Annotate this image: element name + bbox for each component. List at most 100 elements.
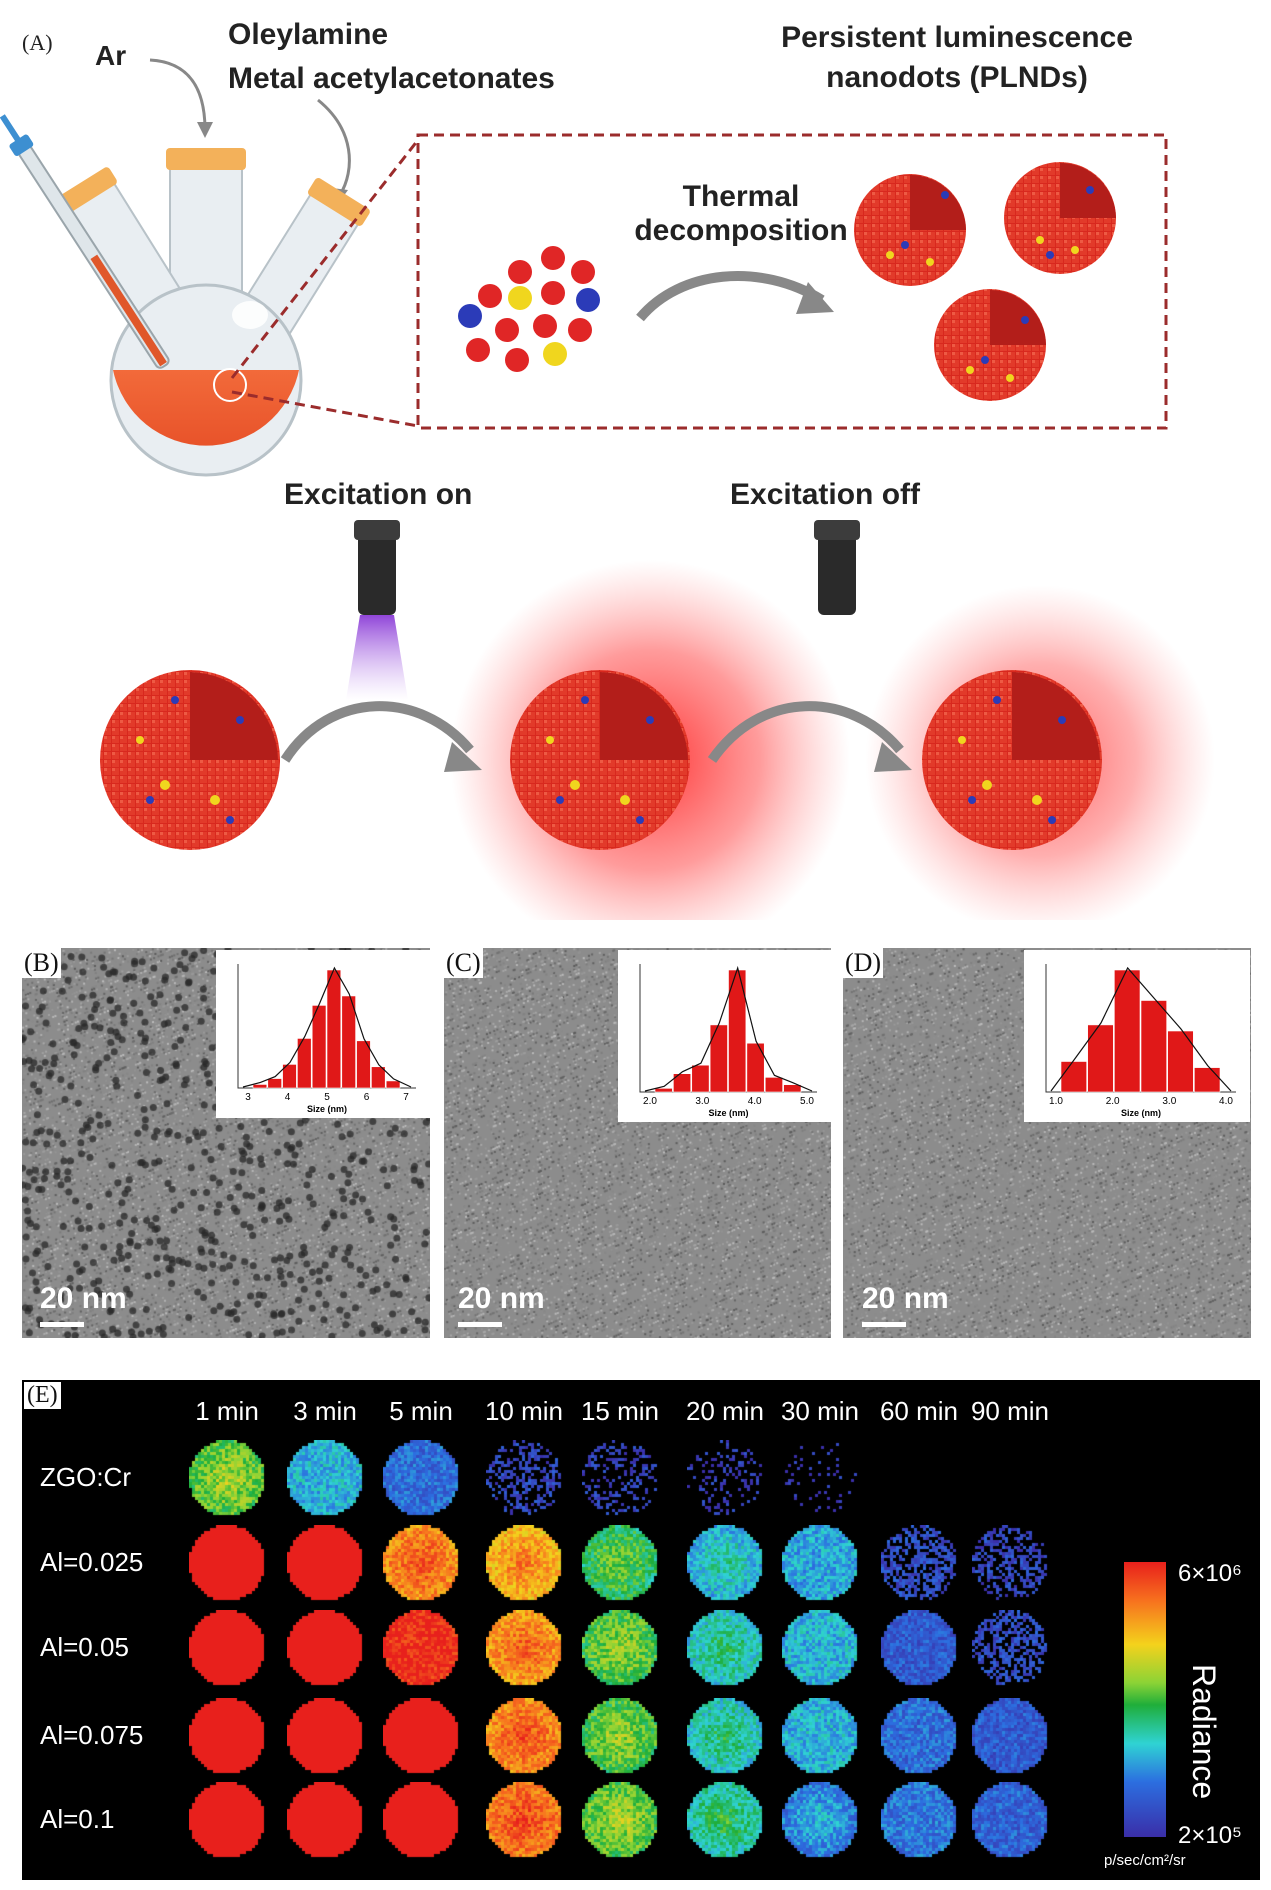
arrow-decay xyxy=(707,701,904,763)
zoom-box xyxy=(416,133,1168,430)
histogram-bar xyxy=(385,1080,401,1089)
radiance-well xyxy=(881,1698,957,1774)
radiance-well xyxy=(287,1525,363,1601)
radiance-well xyxy=(582,1610,658,1686)
histogram-bar xyxy=(1114,969,1141,1093)
radiance-well xyxy=(972,1525,1048,1601)
radiance-well xyxy=(972,1698,1048,1774)
radiance-well xyxy=(383,1525,459,1601)
histogram-bar xyxy=(1167,1030,1194,1093)
arrow-excite xyxy=(280,701,474,763)
time-label: 30 min xyxy=(780,1396,860,1426)
radiance-well xyxy=(881,1525,957,1601)
uv-lamp-off-icon xyxy=(814,520,860,615)
size-histogram-c: 2.0 3.0 4.0 5.0 Size (nm) xyxy=(618,950,831,1122)
time-label: 3 min xyxy=(293,1396,357,1426)
metal-acac-label: Metal acetylacetonates xyxy=(228,62,555,95)
sample-row-label: Al=0.1 xyxy=(40,1804,115,1834)
sample-row-label: Al=0.075 xyxy=(40,1720,144,1750)
panel-e-label: (E) xyxy=(24,1382,61,1409)
nanodot-1 xyxy=(854,174,966,286)
thermal-decomposition-label: Thermal decomposition xyxy=(626,180,856,248)
plnd-title: Persistent luminescence nanodots (PLNDs) xyxy=(722,18,1192,98)
sample-row-label: Al=0.025 xyxy=(40,1547,144,1577)
time-label: 1 min xyxy=(195,1396,259,1426)
radiance-well xyxy=(687,1525,763,1601)
time-label: 15 min xyxy=(580,1396,660,1426)
histogram-tick-label: 3.0 xyxy=(1162,1096,1176,1107)
radiance-well xyxy=(189,1782,265,1858)
colorbar-title: Radiance xyxy=(1186,1664,1222,1800)
radiance-colorbar xyxy=(1124,1562,1166,1837)
radiance-well xyxy=(383,1610,459,1686)
histogram-tick-label: 2.0 xyxy=(643,1096,657,1107)
histogram-tick-label: 4 xyxy=(285,1092,291,1103)
nanodot-3 xyxy=(934,289,1046,401)
thermal-line1: Thermal xyxy=(682,180,800,213)
histogram-bar xyxy=(746,1042,765,1093)
nanodot-ground-state xyxy=(100,670,280,850)
radiance-well xyxy=(287,1610,363,1686)
radiance-well xyxy=(287,1440,363,1516)
sample-row-label: Al=0.05 xyxy=(40,1632,129,1662)
panel-b-label: (B) xyxy=(22,948,61,978)
panel-d-label: (D) xyxy=(843,948,884,978)
histogram-bar xyxy=(356,1040,371,1089)
histogram-tick-label: 5.0 xyxy=(800,1096,814,1107)
histogram-tick-label: 6 xyxy=(364,1092,370,1103)
histogram-bar xyxy=(371,1066,386,1089)
histogram-bar xyxy=(267,1078,282,1089)
histogram-bar xyxy=(326,969,342,1089)
time-label: 90 min xyxy=(970,1396,1050,1426)
radiance-well xyxy=(383,1440,459,1516)
nanodot-excited xyxy=(510,670,690,850)
histogram-tick-label: 3 xyxy=(245,1092,251,1103)
radiance-well xyxy=(881,1610,957,1686)
radiance-well xyxy=(972,1610,1048,1686)
radiance-well xyxy=(383,1698,459,1774)
panel-c-label: (C) xyxy=(444,948,483,978)
radiance-well xyxy=(782,1440,858,1516)
histogram-bar xyxy=(691,1064,710,1093)
sample-row-label: ZGO:Cr xyxy=(40,1462,131,1492)
nanodot-2 xyxy=(1004,162,1116,274)
histogram-x-label: Size (nm) xyxy=(1121,1108,1161,1118)
size-histogram-b: 3 4 5 6 7 Size (nm) xyxy=(216,950,430,1118)
histogram-tick-label: 4.0 xyxy=(1219,1096,1233,1107)
histogram-bar xyxy=(282,1064,297,1089)
radiance-well xyxy=(687,1440,763,1516)
reagent-arrow xyxy=(317,98,351,196)
histogram-tick-label: 5 xyxy=(324,1092,330,1103)
radiance-well xyxy=(782,1610,858,1686)
scale-label-d: 20 nm xyxy=(862,1282,949,1315)
histogram-bar xyxy=(654,1088,673,1093)
time-label: 20 min xyxy=(685,1396,765,1426)
radiance-well xyxy=(782,1782,858,1858)
radiance-well xyxy=(486,1698,562,1774)
histogram-bar xyxy=(252,1084,268,1089)
histogram-bar xyxy=(709,1024,728,1093)
colorbar-max-label: 6×10⁶ xyxy=(1178,1560,1242,1587)
histogram-tick-label: 1.0 xyxy=(1049,1096,1063,1107)
oleylamine-label: Oleylamine xyxy=(228,18,389,51)
colorbar-units: p/sec/cm²/sr xyxy=(1104,1852,1186,1869)
excitation-off-label: Excitation off xyxy=(730,478,921,511)
histogram-x-label: Size (nm) xyxy=(708,1108,748,1118)
histogram-bar xyxy=(1060,1061,1087,1093)
radiance-well xyxy=(287,1782,363,1858)
plnd-title-line2: nanodots (PLNDs) xyxy=(826,61,1088,94)
synthesis-schematic xyxy=(0,58,1215,920)
scale-label-c: 20 nm xyxy=(458,1282,545,1315)
scale-label-b: 20 nm xyxy=(40,1282,127,1315)
histogram-tick-label: 2.0 xyxy=(1106,1096,1120,1107)
gaussian-fit-line xyxy=(644,965,813,1092)
time-label: 5 min xyxy=(389,1396,453,1426)
histogram-bar xyxy=(783,1084,802,1093)
histogram-tick-label: 4.0 xyxy=(748,1096,762,1107)
time-label: 10 min xyxy=(484,1396,564,1426)
radiance-well xyxy=(582,1782,658,1858)
histogram-bar xyxy=(341,995,356,1089)
radiance-well xyxy=(972,1782,1048,1858)
scale-bar-b: 20 nm xyxy=(40,1282,127,1327)
scale-bar-c: 20 nm xyxy=(458,1282,545,1327)
